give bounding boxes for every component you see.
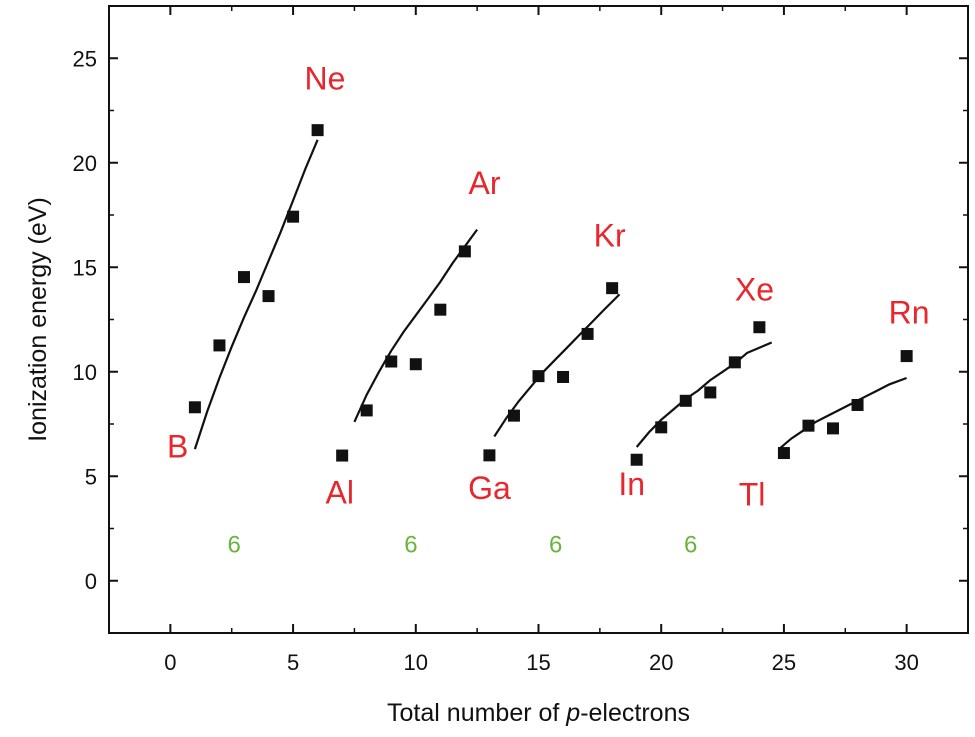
y-tick-label: 5 — [85, 464, 97, 489]
data-point-marker — [630, 453, 643, 466]
fit-curve-2 — [353, 228, 478, 423]
x-tick-label: 25 — [772, 650, 796, 675]
data-point-marker — [409, 358, 422, 371]
count-label: 6 — [549, 532, 562, 559]
element-label: B — [167, 428, 188, 464]
data-point-marker — [704, 386, 717, 399]
x-tick-label: 5 — [287, 650, 299, 675]
x-tick-label: 30 — [894, 650, 918, 675]
y-tick-label: 20 — [73, 151, 97, 176]
element-label: Ne — [305, 61, 346, 97]
element-label: Kr — [594, 217, 626, 253]
data-point-marker — [581, 327, 594, 340]
x-tick-label: 10 — [404, 650, 428, 675]
data-markers — [188, 124, 913, 466]
element-label: In — [618, 466, 645, 502]
data-point-marker — [655, 421, 668, 434]
y-tick-label: 25 — [73, 46, 97, 71]
x-axis-title-italic: p — [565, 699, 580, 727]
data-point-marker — [851, 398, 864, 411]
data-point-marker — [360, 404, 373, 417]
data-point-marker — [532, 370, 545, 383]
y-tick-label: 15 — [73, 255, 97, 280]
fit-curve-1 — [193, 139, 319, 450]
data-point-marker — [434, 303, 447, 316]
data-point-marker — [728, 356, 741, 369]
data-point-marker — [188, 401, 201, 414]
element-label: Ga — [468, 470, 511, 506]
data-point-marker — [606, 282, 619, 295]
data-point-marker — [311, 124, 324, 137]
x-axis-title-suffix: -electrons — [580, 699, 690, 727]
data-point-marker — [753, 321, 766, 334]
data-point-marker — [557, 370, 570, 383]
annotations: B Ne Al Ar Ga Kr In Xe Tl Rn 6 6 6 6 — [167, 61, 930, 559]
data-point-marker — [237, 271, 250, 284]
data-point-marker — [507, 409, 520, 422]
x-tick-label: 0 — [164, 650, 176, 675]
data-point-marker — [458, 245, 471, 258]
data-point-marker — [385, 355, 398, 368]
data-point-marker — [262, 290, 275, 303]
y-axis-title: Ionization energy (eV) — [24, 197, 52, 442]
data-point-marker — [777, 447, 790, 460]
count-label: 6 — [227, 532, 240, 559]
x-tick-label: 20 — [649, 650, 673, 675]
axis-ticks: 0 5 10 15 20 25 30 0 5 10 15 20 25 — [73, 5, 969, 675]
data-point-marker — [802, 419, 815, 432]
element-label: Al — [325, 474, 353, 510]
fit-curve-3 — [493, 293, 621, 438]
data-point-marker — [679, 394, 692, 407]
element-label: Xe — [735, 272, 774, 308]
data-point-marker — [213, 339, 226, 352]
element-label: Ar — [469, 165, 501, 201]
fit-lines — [193, 139, 907, 450]
count-label: 6 — [404, 532, 417, 559]
x-axis-title: Total number of p-electrons — [387, 699, 690, 727]
data-point-marker — [336, 449, 349, 462]
x-axis-title-prefix: Total number of — [387, 699, 566, 727]
data-point-marker — [827, 422, 840, 435]
x-tick-label: 15 — [526, 650, 550, 675]
element-label: Rn — [889, 295, 930, 331]
count-label: 6 — [684, 532, 697, 559]
data-point-marker — [900, 350, 913, 363]
y-tick-label: 0 — [85, 569, 97, 594]
data-point-marker — [287, 210, 300, 223]
y-tick-label: 10 — [73, 360, 97, 385]
data-point-marker — [483, 449, 496, 462]
fit-curve-5 — [778, 376, 907, 450]
element-label: Tl — [739, 477, 766, 513]
